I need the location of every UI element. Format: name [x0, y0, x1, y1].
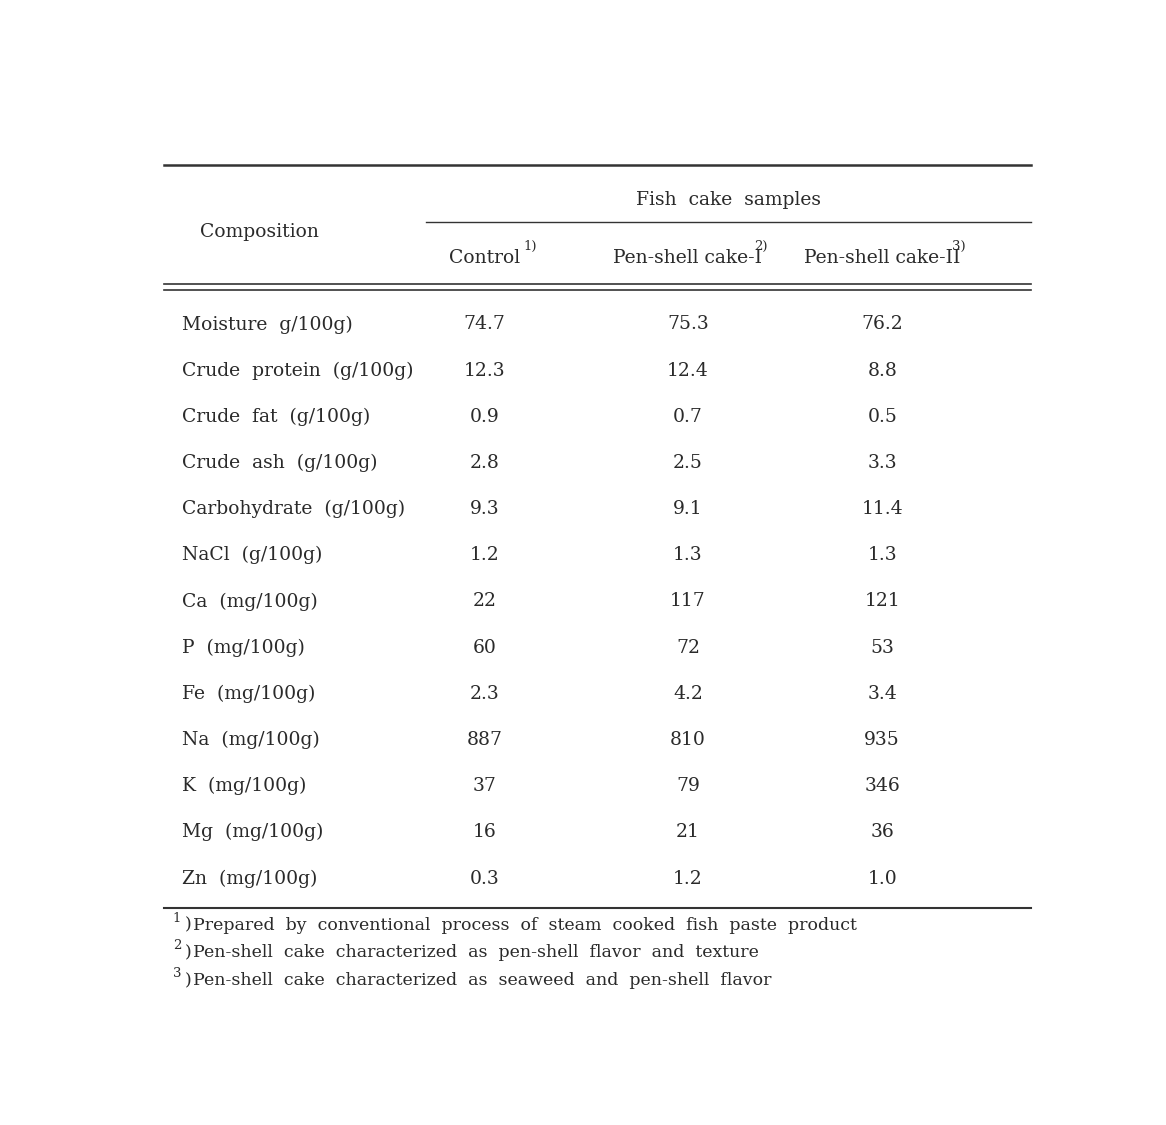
Text: Carbohydrate  (g/100g): Carbohydrate (g/100g) [182, 500, 405, 519]
Text: Pen-shell cake-I: Pen-shell cake-I [613, 249, 763, 267]
Text: 887: 887 [466, 731, 503, 749]
Text: 37: 37 [472, 777, 497, 795]
Text: Prepared  by  conventional  process  of  steam  cooked  fish  paste  product: Prepared by conventional process of stea… [192, 917, 857, 934]
Text: 53: 53 [870, 639, 894, 657]
Text: 3.4: 3.4 [868, 685, 897, 703]
Text: Zn  (mg/100g): Zn (mg/100g) [182, 870, 317, 888]
Text: NaCl  (g/100g): NaCl (g/100g) [182, 546, 322, 565]
Text: Pen-shell  cake  characterized  as  seaweed  and  pen-shell  flavor: Pen-shell cake characterized as seaweed … [192, 972, 771, 989]
Text: 0.3: 0.3 [470, 870, 499, 888]
Text: 117: 117 [670, 593, 705, 611]
Text: 9.1: 9.1 [673, 501, 703, 519]
Text: 16: 16 [472, 824, 497, 842]
Text: 12.3: 12.3 [464, 361, 505, 379]
Text: 79: 79 [676, 777, 700, 795]
Text: 0.9: 0.9 [470, 407, 499, 425]
Text: 75.3: 75.3 [667, 315, 709, 333]
Text: 36: 36 [870, 824, 894, 842]
Text: Moisture  g/100g): Moisture g/100g) [182, 315, 352, 333]
Text: 1.2: 1.2 [470, 547, 499, 565]
Text: P  (mg/100g): P (mg/100g) [182, 639, 304, 657]
Text: Pen-shell cake-II: Pen-shell cake-II [805, 249, 961, 267]
Text: K  (mg/100g): K (mg/100g) [182, 777, 307, 795]
Text: 21: 21 [676, 824, 700, 842]
Text: 22: 22 [472, 593, 497, 611]
Text: Ca  (mg/100g): Ca (mg/100g) [182, 593, 317, 611]
Text: Crude  ash  (g/100g): Crude ash (g/100g) [182, 453, 378, 472]
Text: 12.4: 12.4 [667, 361, 709, 379]
Text: 60: 60 [472, 639, 497, 657]
Text: 935: 935 [864, 731, 900, 749]
Text: Control: Control [449, 249, 520, 267]
Text: 810: 810 [670, 731, 705, 749]
Text: 11.4: 11.4 [862, 501, 902, 519]
Text: 1.3: 1.3 [673, 547, 703, 565]
Text: Crude  fat  (g/100g): Crude fat (g/100g) [182, 407, 370, 426]
Text: ): ) [184, 917, 191, 934]
Text: 76.2: 76.2 [862, 315, 904, 333]
Text: 2: 2 [173, 939, 181, 952]
Text: 2.8: 2.8 [470, 455, 499, 472]
Text: 0.7: 0.7 [673, 407, 703, 425]
Text: 121: 121 [864, 593, 900, 611]
Text: ): ) [184, 944, 191, 961]
Text: 346: 346 [864, 777, 900, 795]
Text: Na  (mg/100g): Na (mg/100g) [182, 731, 319, 749]
Text: Composition: Composition [201, 223, 318, 241]
Text: 3: 3 [173, 968, 182, 980]
Text: 2): 2) [754, 241, 767, 253]
Text: ): ) [184, 972, 191, 989]
Text: 3.3: 3.3 [868, 455, 897, 472]
Text: 1.3: 1.3 [868, 547, 897, 565]
Text: 0.5: 0.5 [868, 407, 897, 425]
Text: 2.5: 2.5 [673, 455, 703, 472]
Text: 1): 1) [524, 241, 538, 253]
Text: Pen-shell  cake  characterized  as  pen-shell  flavor  and  texture: Pen-shell cake characterized as pen-shel… [192, 944, 759, 961]
Text: 1.2: 1.2 [673, 870, 703, 888]
Text: 4.2: 4.2 [673, 685, 703, 703]
Text: Fish  cake  samples: Fish cake samples [637, 191, 821, 209]
Text: Fe  (mg/100g): Fe (mg/100g) [182, 685, 315, 703]
Text: Mg  (mg/100g): Mg (mg/100g) [182, 824, 323, 842]
Text: 8.8: 8.8 [868, 361, 897, 379]
Text: 74.7: 74.7 [464, 315, 506, 333]
Text: 3): 3) [951, 241, 965, 253]
Text: 9.3: 9.3 [470, 501, 499, 519]
Text: 2.3: 2.3 [470, 685, 499, 703]
Text: 1: 1 [173, 911, 181, 925]
Text: 1.0: 1.0 [868, 870, 897, 888]
Text: 72: 72 [676, 639, 700, 657]
Text: Crude  protein  (g/100g): Crude protein (g/100g) [182, 361, 414, 380]
